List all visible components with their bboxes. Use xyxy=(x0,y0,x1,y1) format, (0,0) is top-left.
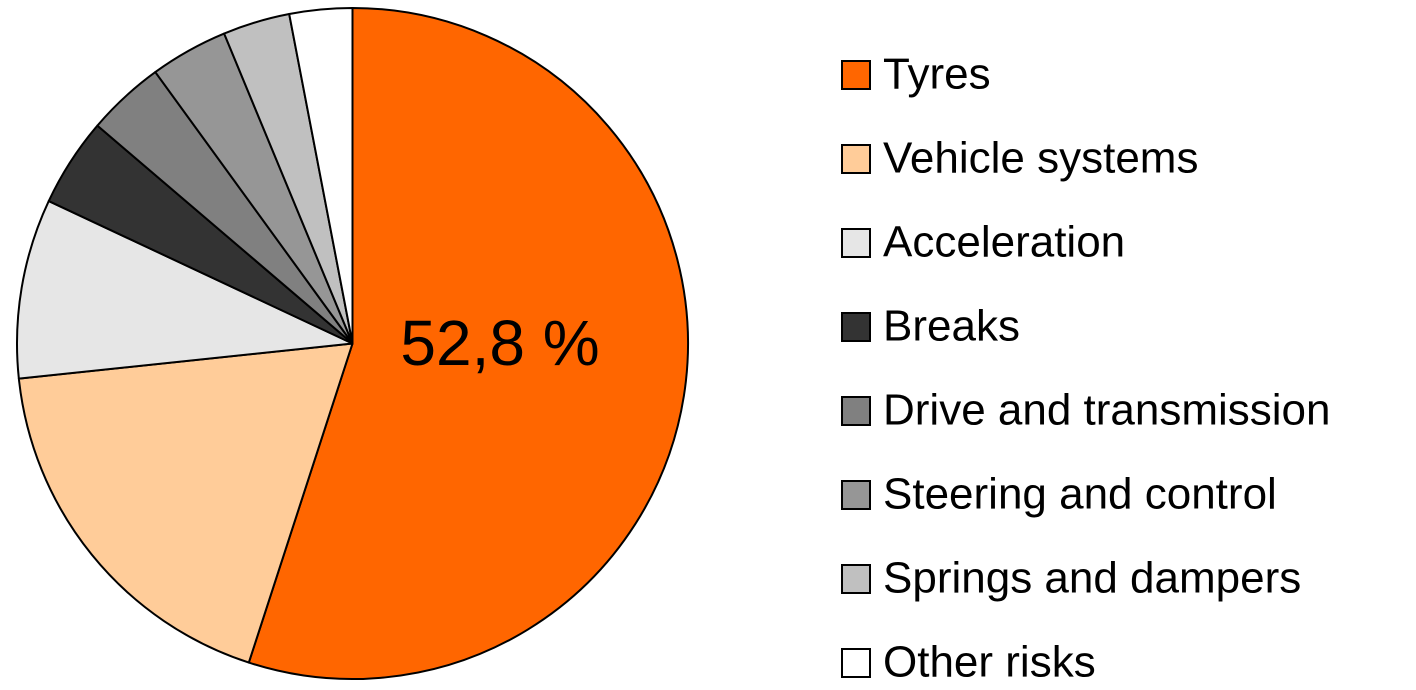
legend-label: Drive and transmission xyxy=(883,386,1331,435)
legend-label: Vehicle systems xyxy=(883,134,1198,183)
legend-label: Breaks xyxy=(883,302,1020,351)
legend-label: Springs and dampers xyxy=(883,554,1301,603)
legend-label: Acceleration xyxy=(883,218,1125,267)
pie-slice xyxy=(247,7,689,680)
pie-slice xyxy=(288,7,354,345)
legend-label: Tyres xyxy=(883,50,991,99)
legend-swatch xyxy=(841,312,871,342)
legend-swatch xyxy=(841,396,871,426)
legend-label: Other risks xyxy=(883,638,1096,687)
data-label: 52,8 % xyxy=(400,307,599,379)
pie-slice xyxy=(16,200,354,380)
legend-swatch xyxy=(841,144,871,174)
legend-swatch xyxy=(841,564,871,594)
legend-swatch xyxy=(841,648,871,678)
pie-slice xyxy=(17,342,354,664)
legend-swatch xyxy=(841,60,871,90)
legend-swatch xyxy=(841,228,871,258)
legend-swatch xyxy=(841,480,871,510)
legend-label: Steering and control xyxy=(883,470,1277,519)
